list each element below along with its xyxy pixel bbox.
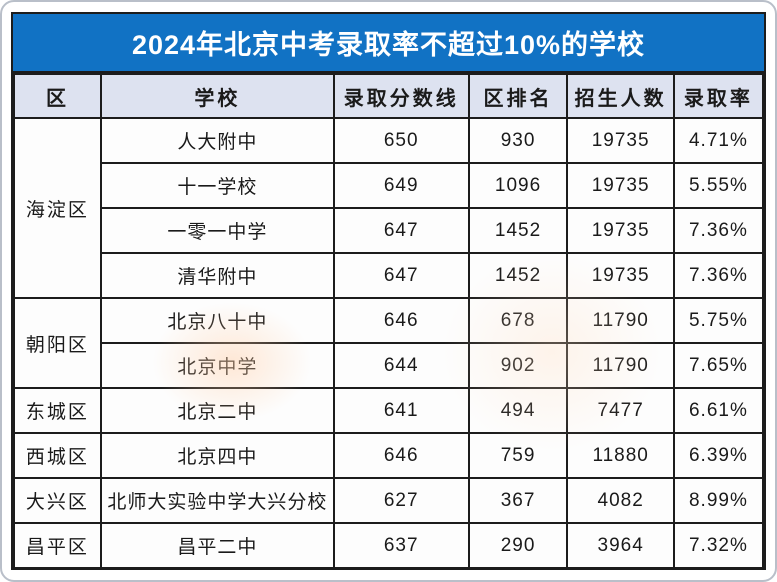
table-row: 一零一中学 647 1452 19735 7.36% xyxy=(14,207,765,254)
admissions-table: 区 学校 录取分数线 区排名 招生人数 录取率 海淀区 人大附中 650 930 197… xyxy=(13,73,765,569)
rank-cell: 494 xyxy=(467,387,569,434)
rank-cell: 759 xyxy=(467,432,569,479)
table-row: 昌平区 昌平二中 637 290 3964 7.32% xyxy=(13,522,765,569)
rate-cell: 5.75% xyxy=(672,297,765,344)
rank-cell: 930 xyxy=(467,117,569,164)
table-row: 海淀区 人大附中 650 930 19735 4.71% xyxy=(13,117,765,299)
rate-cell: 7.36% xyxy=(672,207,765,254)
header-rank: 区排名 xyxy=(467,73,569,119)
rate-cell: 7.36% xyxy=(672,252,765,299)
school-cell: 昌平二中 xyxy=(99,522,335,569)
score-cell: 644 xyxy=(332,342,470,389)
school-cell: 十一学校 xyxy=(99,162,335,209)
header-rate: 录取率 xyxy=(672,73,765,119)
rate-cell: 7.32% xyxy=(672,522,765,569)
score-cell: 637 xyxy=(332,522,470,569)
rate-cell: 8.99% xyxy=(672,477,765,524)
rank-cell: 1096 xyxy=(467,162,569,209)
district-cell: 西城区 xyxy=(13,432,102,479)
district-cell: 大兴区 xyxy=(13,477,102,524)
table-row: 朝阳区 北京八十中 646 678 11790 5.75% xyxy=(13,297,765,389)
rate-cell: 4.71% xyxy=(672,117,765,164)
header-enrollment: 招生人数 xyxy=(566,73,675,119)
enrollment-cell: 19735 xyxy=(566,117,675,164)
enrollment-cell: 19735 xyxy=(566,252,675,299)
district-cell: 东城区 xyxy=(13,387,102,434)
score-cell: 647 xyxy=(332,252,470,299)
rank-cell: 1452 xyxy=(467,252,569,299)
score-cell: 641 xyxy=(332,387,470,434)
rate-cell: 6.39% xyxy=(672,432,765,479)
table-row: 东城区 北京二中 641 494 7477 6.61% xyxy=(13,387,765,434)
table-row: 北京中学 644 902 11790 7.65% xyxy=(14,342,765,389)
enrollment-cell: 3964 xyxy=(566,522,675,569)
score-cell: 646 xyxy=(332,432,470,479)
district-cell: 朝阳区 xyxy=(13,297,102,389)
enrollment-cell: 11790 xyxy=(566,342,675,389)
rank-cell: 902 xyxy=(467,342,569,389)
school-cell: 北京二中 xyxy=(99,387,335,434)
school-cell: 北京八十中 xyxy=(99,297,335,344)
school-cell: 北京中学 xyxy=(99,342,335,389)
score-cell: 647 xyxy=(332,207,470,254)
district-cell: 昌平区 xyxy=(13,522,102,569)
table-row: 清华附中 647 1452 19735 7.36% xyxy=(14,252,765,299)
table-row: 西城区 北京四中 646 759 11880 6.39% xyxy=(13,432,765,479)
score-cell: 649 xyxy=(332,162,470,209)
rate-cell: 6.61% xyxy=(672,387,765,434)
score-cell: 650 xyxy=(332,117,470,164)
school-cell: 清华附中 xyxy=(99,252,335,299)
rate-cell: 7.65% xyxy=(672,342,765,389)
table-row: 大兴区 北师大实验中学大兴分校 627 367 4082 8.99% xyxy=(13,477,765,524)
score-cell: 646 xyxy=(332,297,470,344)
rank-cell: 678 xyxy=(467,297,569,344)
score-cell: 627 xyxy=(332,477,470,524)
enrollment-cell: 19735 xyxy=(566,207,675,254)
header-score: 录取分数线 xyxy=(332,73,470,119)
rank-cell: 290 xyxy=(467,522,569,569)
enrollment-cell: 7477 xyxy=(566,387,675,434)
header-row: 区 学校 录取分数线 区排名 招生人数 录取率 xyxy=(13,73,765,119)
enrollment-cell: 11790 xyxy=(566,297,675,344)
school-cell: 人大附中 xyxy=(99,117,335,164)
rank-cell: 367 xyxy=(467,477,569,524)
table-frame: 2024年北京中考录取率不超过10%的学校 区 学校 录取分数线 区排名 xyxy=(11,12,766,570)
school-cell: 北师大实验中学大兴分校 xyxy=(99,477,335,524)
district-cell: 海淀区 xyxy=(13,117,102,299)
rate-cell: 5.55% xyxy=(672,162,765,209)
school-cell: 北京四中 xyxy=(99,432,335,479)
header-district: 区 xyxy=(13,73,102,119)
page-title: 2024年北京中考录取率不超过10%的学校 xyxy=(13,14,764,73)
enrollment-cell: 4082 xyxy=(566,477,675,524)
rank-cell: 1452 xyxy=(467,207,569,254)
enrollment-cell: 11880 xyxy=(566,432,675,479)
enrollment-cell: 19735 xyxy=(566,162,675,209)
school-cell: 一零一中学 xyxy=(99,207,335,254)
table-row: 十一学校 649 1096 19735 5.55% xyxy=(14,162,765,209)
header-school: 学校 xyxy=(99,73,335,119)
